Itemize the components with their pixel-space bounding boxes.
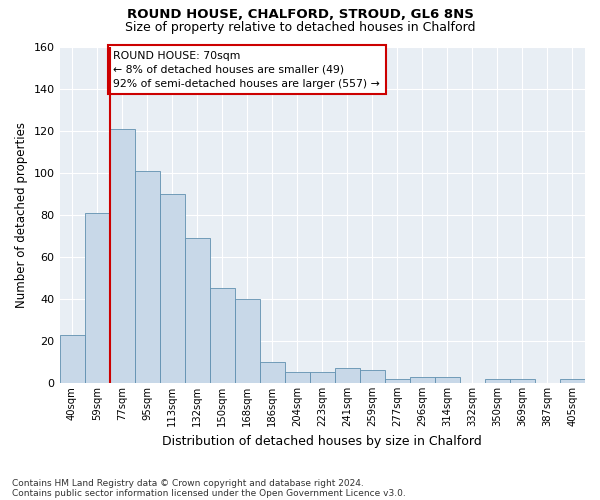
Bar: [510, 379, 535, 383]
Bar: [560, 379, 585, 383]
Bar: [485, 379, 510, 383]
Y-axis label: Number of detached properties: Number of detached properties: [15, 122, 28, 308]
Text: Contains public sector information licensed under the Open Government Licence v3: Contains public sector information licen…: [12, 488, 406, 498]
Bar: [310, 372, 335, 383]
Bar: [235, 299, 260, 383]
Bar: [209, 288, 235, 383]
Text: ROUND HOUSE, CHALFORD, STROUD, GL6 8NS: ROUND HOUSE, CHALFORD, STROUD, GL6 8NS: [127, 8, 473, 20]
Bar: [385, 379, 410, 383]
Text: ROUND HOUSE: 70sqm
← 8% of detached houses are smaller (49)
92% of semi-detached: ROUND HOUSE: 70sqm ← 8% of detached hous…: [113, 50, 380, 88]
Bar: [410, 376, 435, 383]
Text: Contains HM Land Registry data © Crown copyright and database right 2024.: Contains HM Land Registry data © Crown c…: [12, 478, 364, 488]
Bar: [134, 170, 160, 383]
Bar: [110, 128, 134, 383]
Bar: [260, 362, 285, 383]
Bar: [185, 238, 209, 383]
X-axis label: Distribution of detached houses by size in Chalford: Distribution of detached houses by size …: [163, 434, 482, 448]
Bar: [59, 334, 85, 383]
Bar: [335, 368, 360, 383]
Bar: [360, 370, 385, 383]
Text: Size of property relative to detached houses in Chalford: Size of property relative to detached ho…: [125, 21, 475, 34]
Bar: [285, 372, 310, 383]
Bar: [435, 376, 460, 383]
Bar: [85, 212, 110, 383]
Bar: [160, 194, 185, 383]
